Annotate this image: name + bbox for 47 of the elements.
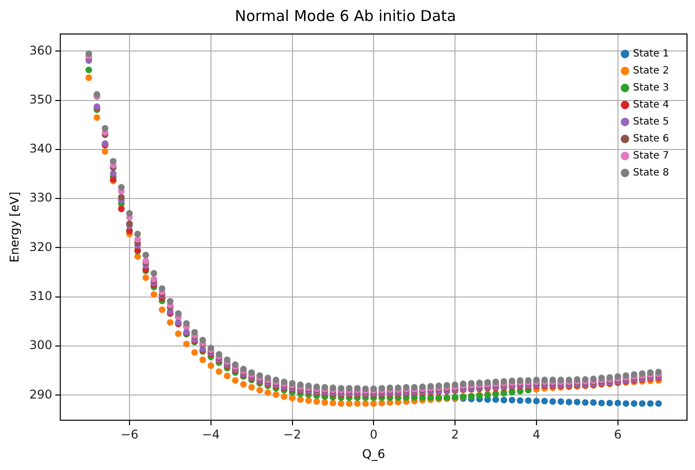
- y-tick-label: 330: [29, 190, 52, 205]
- point: [655, 400, 662, 407]
- point: [598, 400, 605, 406]
- point: [566, 398, 572, 406]
- y-tick-label: 350: [29, 92, 52, 106]
- legend-label: State 4: [632, 100, 670, 111]
- point: [590, 399, 597, 406]
- legend-label: State 3: [632, 82, 670, 94]
- y-tick-label: 290: [29, 387, 52, 402]
- legend-label: State 8: [632, 168, 670, 179]
- point: [574, 398, 580, 406]
- point: [516, 397, 524, 404]
- x-tick-label: 0: [370, 428, 378, 442]
- y-tick-label: 360: [29, 43, 52, 58]
- point: [582, 399, 589, 406]
- point: [558, 398, 564, 405]
- y-tick-label: 320: [29, 240, 52, 254]
- x-tick-label: −2: [283, 428, 302, 442]
- point: [533, 398, 540, 404]
- legend-label: State 2: [632, 66, 670, 77]
- x-tick-label: 4: [532, 428, 540, 442]
- point: [638, 400, 646, 407]
- point: [549, 398, 556, 405]
- point: [524, 397, 532, 404]
- legend-label: State 7: [632, 150, 670, 162]
- point: [85, 66, 92, 74]
- point: [508, 396, 516, 404]
- legend-label: State 1: [632, 48, 670, 60]
- y-axis-title: Energy [eV]: [7, 192, 22, 262]
- chart-title: Normal Mode 6 Ab initio Data: [234, 6, 456, 25]
- point: [647, 400, 654, 407]
- x-tick-label: 2: [451, 428, 459, 442]
- x-tick-label: 6: [614, 428, 622, 442]
- x-axis-title: Q_6: [362, 446, 386, 461]
- x-tick-label: −4: [202, 428, 220, 442]
- y-tick-label: 340: [29, 142, 52, 156]
- y-tick-label: 300: [29, 338, 52, 352]
- point: [500, 396, 508, 404]
- point: [541, 398, 548, 404]
- legend-label: State 5: [632, 116, 670, 128]
- point: [614, 400, 622, 406]
- point: [622, 400, 630, 407]
- point: [630, 400, 638, 407]
- y-tick-label: 310: [29, 288, 52, 303]
- point: [606, 400, 613, 406]
- legend-label: State 6: [632, 134, 670, 145]
- x-tick-label: −6: [120, 428, 138, 442]
